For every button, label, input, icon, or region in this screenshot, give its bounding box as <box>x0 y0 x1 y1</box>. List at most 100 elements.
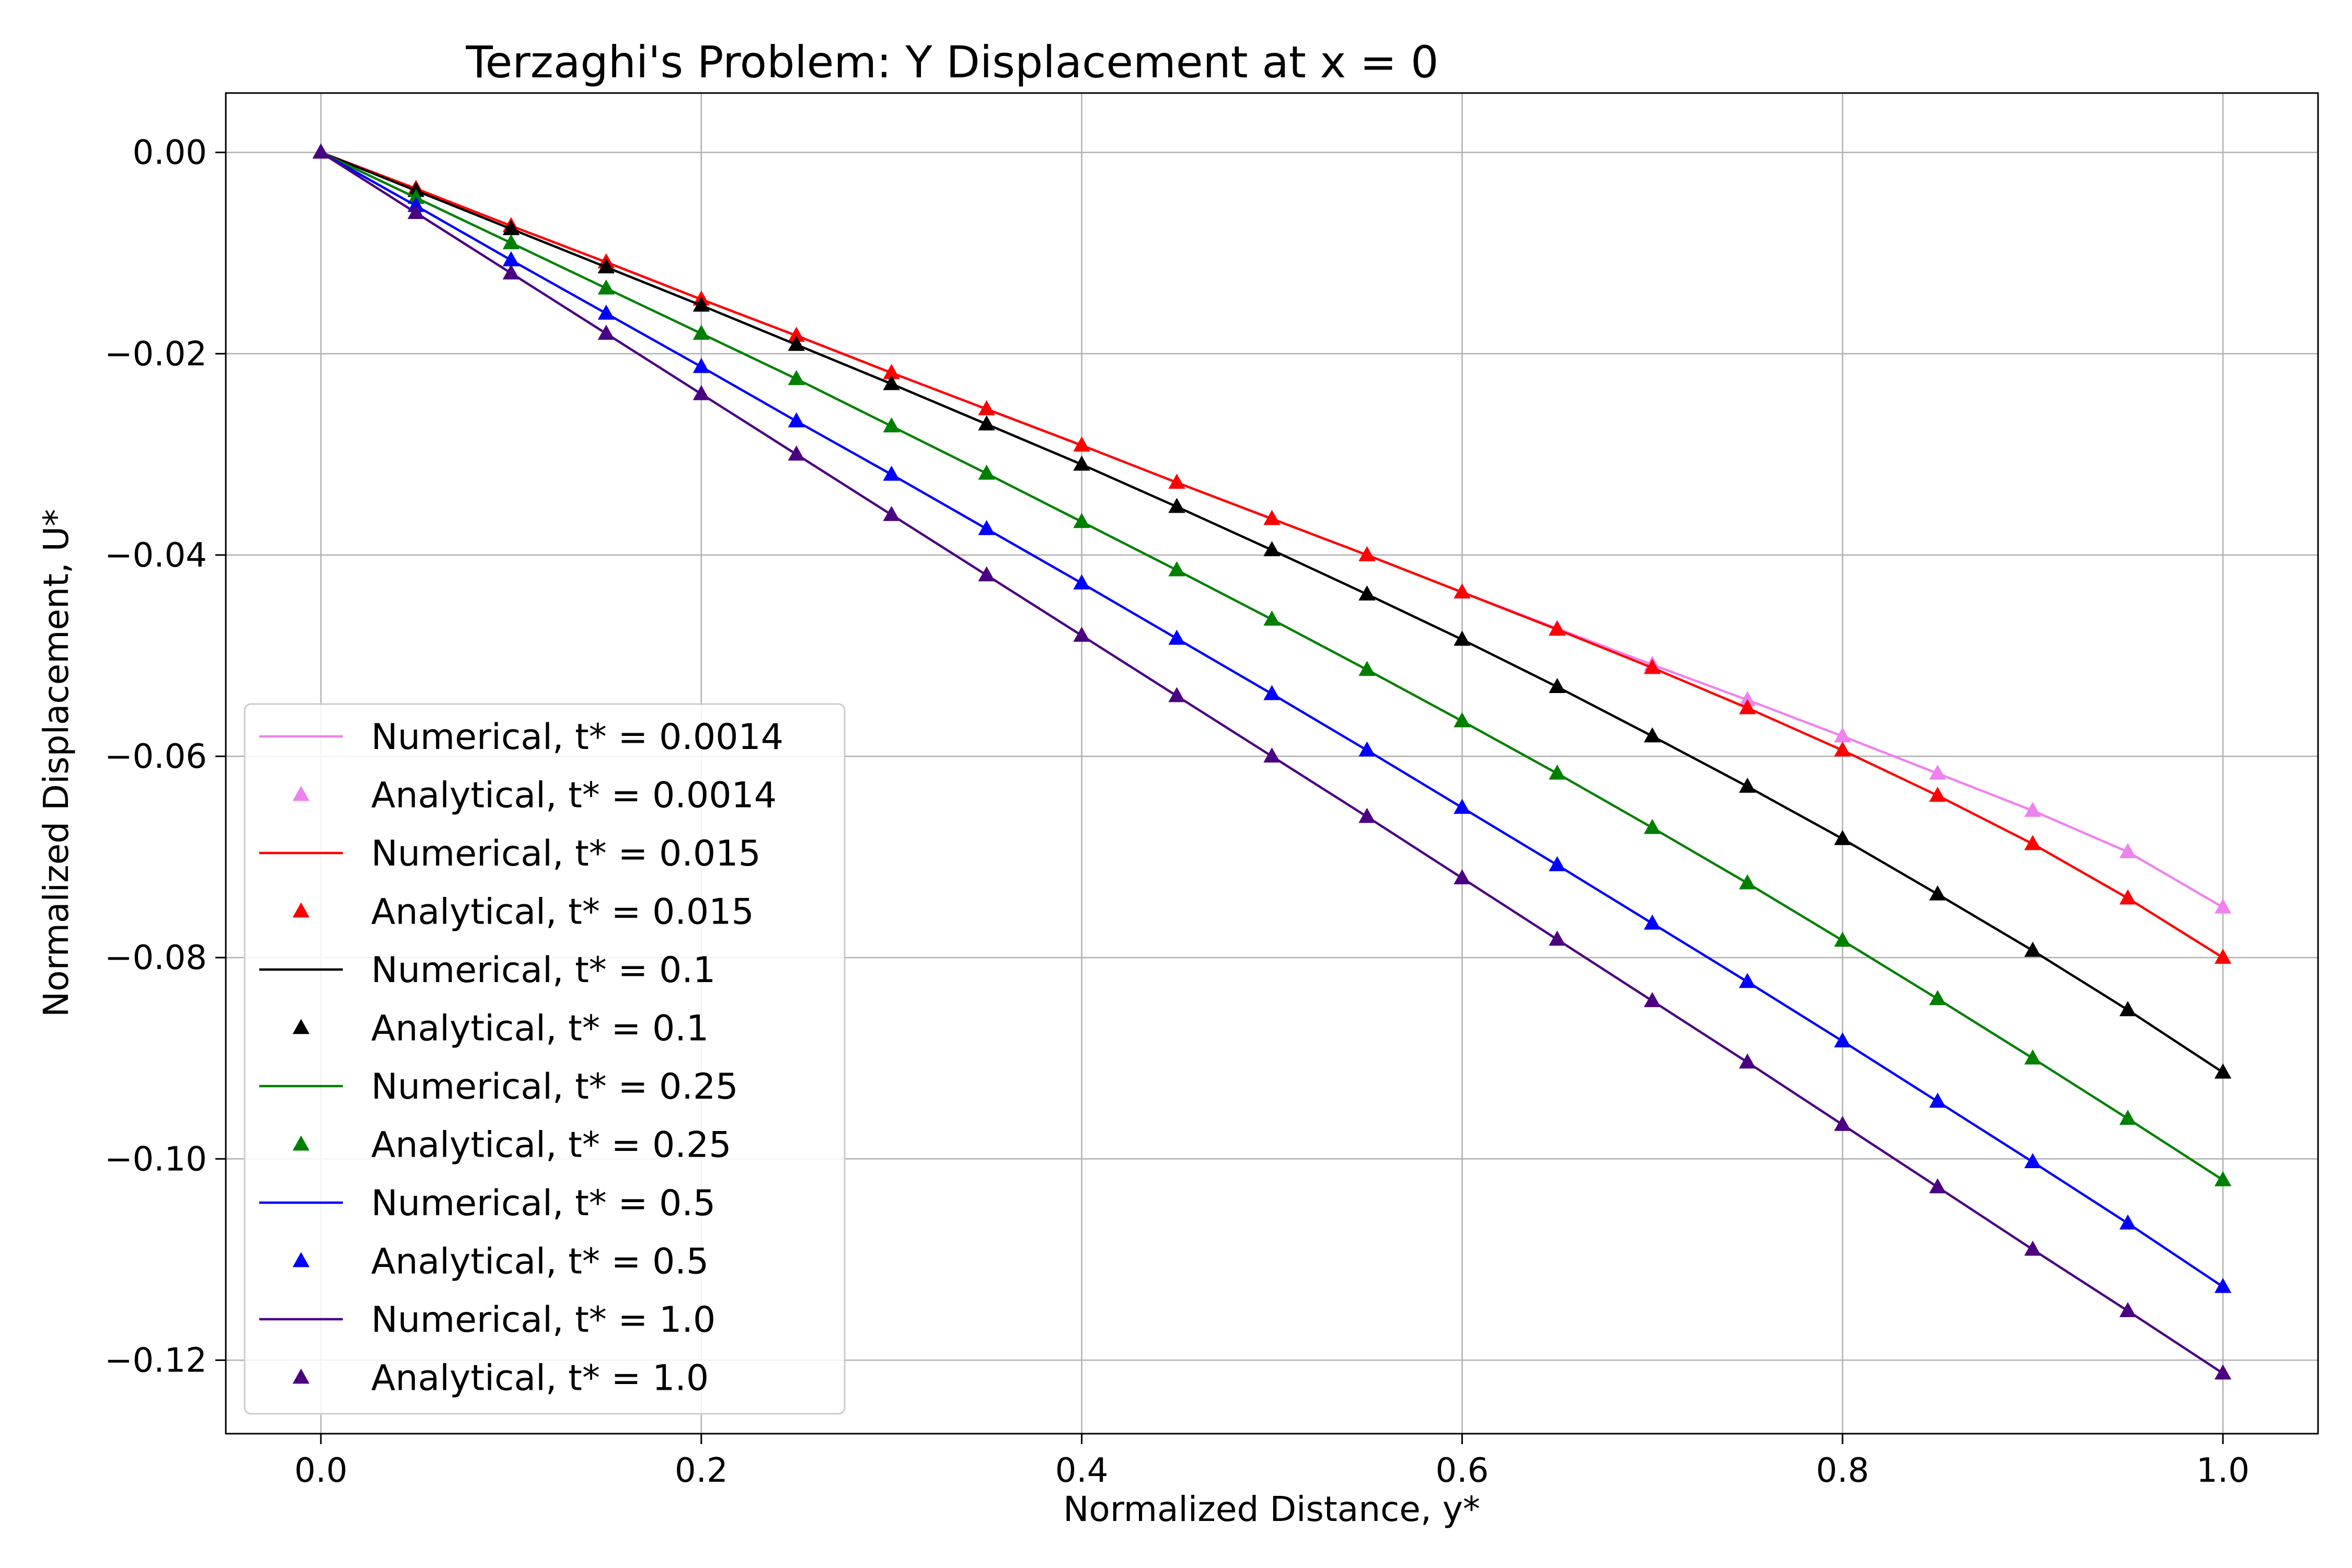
analytical-point <box>407 189 425 204</box>
analytical-point <box>597 258 615 274</box>
analytical-point <box>788 336 805 351</box>
y-axis-label: Normalized Displacement, U* <box>36 509 76 1017</box>
legend-label: Numerical, t* = 0.25 <box>371 1066 738 1108</box>
analytical-point <box>1073 436 1090 452</box>
analytical-point <box>1929 1092 1946 1108</box>
analytical-point <box>2119 1001 2137 1017</box>
legend-entry-analytical: Analytical, t* = 0.1 <box>292 1008 709 1050</box>
analytical-point <box>1168 474 1185 489</box>
series-1.0 <box>312 143 2232 1380</box>
series-layer <box>312 143 2232 1380</box>
y-axis: 0.00 −0.02 −0.04 −0.06 −0.08 −0.10 −0.12 <box>105 134 226 1380</box>
legend-label: Analytical, t* = 0.5 <box>371 1241 709 1283</box>
legend-entry-numerical: Numerical, t* = 0.0014 <box>259 717 783 758</box>
analytical-point <box>1358 661 1376 676</box>
analytical-point <box>978 400 995 416</box>
legend-label: Numerical, t* = 0.015 <box>371 833 761 874</box>
analytical-point <box>883 505 900 521</box>
legend-marker-swatch <box>292 1135 310 1151</box>
analytical-point <box>978 464 995 480</box>
legend-entry-analytical: Analytical, t* = 0.25 <box>292 1125 731 1166</box>
analytical-point <box>1454 583 1471 599</box>
analytical-point <box>502 264 520 280</box>
legend-label: Analytical, t* = 1.0 <box>371 1358 709 1399</box>
analytical-point <box>1739 1053 1756 1069</box>
analytical-point <box>1454 630 1471 646</box>
x-tick-label: 0.2 <box>675 1451 728 1490</box>
legend-entry-numerical: Numerical, t* = 0.1 <box>259 950 716 991</box>
legend-entry-analytical: Analytical, t* = 0.0014 <box>292 775 777 816</box>
x-axis-label: Normalized Distance, y* <box>1063 1489 1480 1529</box>
y-tick-label: −0.08 <box>105 939 207 977</box>
analytical-point <box>2024 1240 2042 1256</box>
analytical-point <box>1549 678 1566 694</box>
analytical-point <box>2024 941 2042 957</box>
analytical-point <box>1263 541 1281 557</box>
analytical-point <box>1073 626 1090 642</box>
analytical-point <box>1454 712 1471 728</box>
analytical-point <box>2119 843 2137 858</box>
analytical-point <box>883 364 900 379</box>
analytical-point <box>1834 829 1851 845</box>
analytical-point <box>788 327 805 342</box>
analytical-point <box>1739 874 1756 890</box>
analytical-point <box>1929 764 1946 780</box>
analytical-point <box>1834 727 1851 743</box>
analytical-point <box>1549 620 1566 636</box>
legend-label: Numerical, t* = 1.0 <box>371 1299 716 1341</box>
legend-marker-swatch <box>292 786 310 801</box>
analytical-point <box>693 296 710 312</box>
legend-marker-swatch <box>292 1019 310 1034</box>
analytical-point <box>2024 802 2042 817</box>
analytical-point <box>1834 1115 1851 1131</box>
analytical-point <box>2214 1364 2232 1380</box>
analytical-point <box>502 220 520 235</box>
analytical-point <box>1739 777 1756 793</box>
analytical-point <box>2024 1049 2042 1065</box>
analytical-point <box>1929 1178 1946 1194</box>
legend-entry-analytical: Analytical, t* = 0.015 <box>292 892 754 933</box>
legend-entry-numerical: Numerical, t* = 0.5 <box>259 1183 716 1224</box>
analytical-point <box>1739 691 1756 707</box>
analytical-point <box>502 251 520 267</box>
analytical-point <box>2214 949 2232 964</box>
analytical-point <box>2119 1110 2137 1125</box>
analytical-point <box>502 234 520 249</box>
analytical-point <box>1834 741 1851 757</box>
analytical-point <box>1358 585 1376 601</box>
analytical-point <box>788 412 805 428</box>
analytical-point <box>883 465 900 481</box>
legend-label: Analytical, t* = 0.25 <box>371 1125 731 1166</box>
legend-label: Analytical, t* = 0.015 <box>371 892 754 933</box>
legend-marker-swatch <box>292 1252 310 1267</box>
analytical-point <box>788 445 805 461</box>
analytical-point <box>597 279 615 295</box>
analytical-point <box>1358 546 1376 561</box>
analytical-point <box>2119 889 2137 905</box>
analytical-point <box>2214 1171 2232 1186</box>
analytical-point <box>1073 455 1090 471</box>
analytical-point <box>1073 513 1090 528</box>
x-tick-label: 0.4 <box>1055 1451 1109 1490</box>
analytical-point <box>1644 914 1661 930</box>
analytical-point <box>1549 930 1566 946</box>
y-tick-label: −0.06 <box>105 737 207 776</box>
analytical-point <box>883 375 900 390</box>
legend-box <box>244 703 846 1415</box>
analytical-point <box>1549 856 1566 871</box>
x-tick-label: 0.8 <box>1816 1451 1869 1490</box>
analytical-point <box>2024 1153 2042 1168</box>
analytical-point <box>1168 498 1185 513</box>
analytical-point <box>407 204 425 220</box>
analytical-point <box>597 304 615 320</box>
y-tick-label: −0.04 <box>105 536 207 575</box>
analytical-point <box>2119 1302 2137 1317</box>
x-tick-label: 0.0 <box>294 1451 348 1490</box>
analytical-point <box>1834 931 1851 947</box>
series-0.5 <box>312 143 2232 1293</box>
y-tick-label: −0.12 <box>105 1341 207 1380</box>
legend-label: Analytical, t* = 0.1 <box>371 1008 709 1050</box>
legend-entry-numerical: Numerical, t* = 1.0 <box>259 1299 716 1341</box>
analytical-point <box>1644 991 1661 1007</box>
analytical-point <box>1358 741 1376 757</box>
